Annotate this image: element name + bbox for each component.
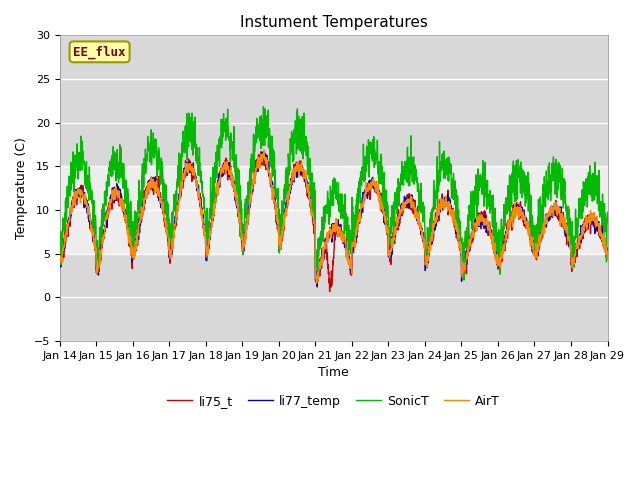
Line: li75_t: li75_t (60, 151, 607, 291)
AirT (362, 180, 369, 185)
Legend: li75_t, li77_temp, SonicT, AirT: li75_t, li77_temp, SonicT, AirT (163, 390, 505, 413)
li77_temp (362, 185, 369, 191)
Line: AirT: AirT (60, 150, 607, 283)
li75_t (556, 204, 563, 210)
AirT (209, 213, 216, 219)
li75_t (260, 148, 268, 154)
li75_t (350, 238, 358, 244)
AirT (350, 240, 358, 245)
li75_t (209, 218, 216, 224)
SonicT (362, 154, 369, 159)
Title: Instument Temperatures: Instument Temperatures (239, 15, 428, 30)
Bar (60, 166, 607, 253)
li77_temp (556, 216, 563, 222)
li77_temp (571, 255, 579, 261)
li77_temp (493, 262, 501, 268)
AirT (56, 255, 63, 261)
Text: EE_flux: EE_flux (74, 45, 126, 59)
SonicT (260, 104, 268, 110)
AirT (312, 280, 320, 286)
SonicT (604, 209, 611, 215)
Line: li77_temp: li77_temp (60, 152, 607, 286)
li77_temp (209, 215, 216, 221)
Line: SonicT: SonicT (60, 107, 607, 281)
li77_temp (259, 149, 266, 155)
li77_temp (604, 245, 611, 251)
AirT (604, 254, 611, 260)
li75_t (604, 255, 611, 261)
AirT (556, 208, 563, 214)
SonicT (209, 200, 216, 205)
li75_t (362, 192, 369, 197)
SonicT (350, 227, 358, 233)
SonicT (314, 278, 322, 284)
AirT (260, 147, 268, 153)
li75_t (326, 288, 333, 294)
li75_t (493, 257, 501, 263)
SonicT (571, 236, 579, 242)
li75_t (571, 257, 579, 263)
SonicT (493, 249, 501, 255)
li77_temp (56, 259, 63, 264)
Y-axis label: Temperature (C): Temperature (C) (15, 137, 28, 239)
li77_temp (350, 243, 358, 249)
li75_t (56, 260, 63, 266)
li77_temp (314, 283, 321, 289)
X-axis label: Time: Time (318, 366, 349, 379)
AirT (493, 252, 501, 257)
SonicT (556, 178, 563, 183)
SonicT (56, 254, 63, 260)
AirT (571, 254, 579, 260)
